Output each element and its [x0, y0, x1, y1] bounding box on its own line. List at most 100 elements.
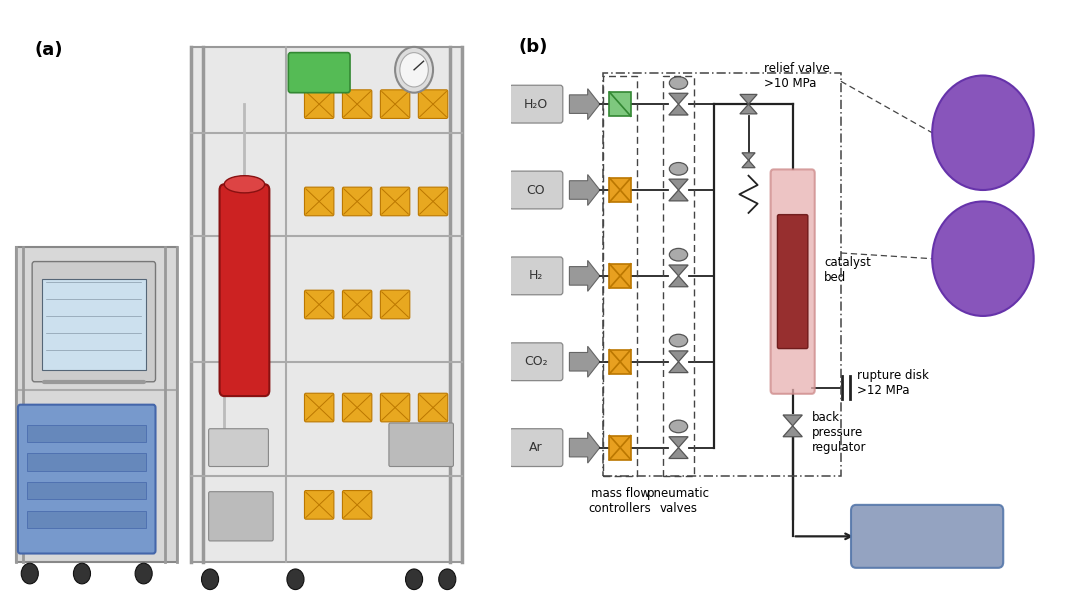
Polygon shape	[669, 276, 688, 287]
FancyBboxPatch shape	[27, 424, 146, 442]
Ellipse shape	[225, 175, 265, 193]
FancyBboxPatch shape	[32, 261, 156, 382]
FancyBboxPatch shape	[208, 429, 269, 466]
Polygon shape	[569, 261, 599, 291]
FancyBboxPatch shape	[342, 187, 372, 216]
Text: relief valve
>10 MPa: relief valve >10 MPa	[764, 62, 829, 90]
Text: H₂: H₂	[529, 269, 543, 283]
FancyBboxPatch shape	[15, 247, 177, 562]
Polygon shape	[569, 432, 599, 463]
Polygon shape	[669, 179, 688, 190]
FancyBboxPatch shape	[305, 393, 334, 422]
FancyBboxPatch shape	[510, 429, 563, 466]
FancyBboxPatch shape	[342, 290, 372, 319]
Text: H₂O: H₂O	[524, 97, 548, 111]
Text: (a): (a)	[35, 41, 63, 59]
Polygon shape	[740, 94, 757, 104]
Polygon shape	[669, 190, 688, 201]
FancyBboxPatch shape	[778, 214, 808, 348]
FancyBboxPatch shape	[851, 505, 1003, 568]
Polygon shape	[669, 265, 688, 276]
Bar	[663, 76, 693, 476]
Text: CO₂: CO₂	[524, 355, 548, 368]
FancyBboxPatch shape	[42, 279, 146, 370]
Polygon shape	[569, 347, 599, 377]
Circle shape	[73, 563, 91, 584]
Text: catalyst
bed: catalyst bed	[824, 256, 870, 284]
FancyBboxPatch shape	[305, 290, 334, 319]
Bar	[603, 72, 841, 476]
Bar	[609, 178, 631, 202]
Text: mass flow
controllers: mass flow controllers	[589, 487, 651, 515]
Text: back
pressure
regulator: back pressure regulator	[812, 411, 866, 454]
FancyBboxPatch shape	[27, 510, 146, 528]
FancyBboxPatch shape	[288, 52, 350, 93]
Text: (b): (b)	[518, 38, 548, 56]
Polygon shape	[742, 160, 755, 167]
FancyBboxPatch shape	[510, 171, 563, 209]
Bar	[609, 264, 631, 288]
Ellipse shape	[670, 163, 688, 175]
Circle shape	[395, 47, 433, 93]
FancyBboxPatch shape	[418, 393, 448, 422]
FancyBboxPatch shape	[380, 393, 409, 422]
Polygon shape	[740, 104, 757, 114]
Polygon shape	[742, 153, 755, 160]
FancyBboxPatch shape	[305, 490, 334, 519]
Circle shape	[287, 569, 303, 590]
FancyBboxPatch shape	[305, 90, 334, 118]
Circle shape	[932, 202, 1034, 316]
Circle shape	[438, 569, 456, 590]
Ellipse shape	[670, 420, 688, 433]
FancyBboxPatch shape	[418, 90, 448, 118]
Polygon shape	[669, 104, 688, 115]
FancyBboxPatch shape	[191, 47, 461, 562]
Circle shape	[405, 569, 422, 590]
FancyBboxPatch shape	[771, 169, 814, 394]
FancyBboxPatch shape	[510, 257, 563, 295]
Text: Ar: Ar	[529, 441, 543, 454]
Polygon shape	[669, 93, 688, 104]
Circle shape	[400, 52, 429, 87]
FancyBboxPatch shape	[380, 290, 409, 319]
Polygon shape	[783, 426, 802, 437]
FancyBboxPatch shape	[305, 187, 334, 216]
FancyBboxPatch shape	[342, 393, 372, 422]
Circle shape	[202, 569, 218, 590]
Circle shape	[22, 563, 38, 584]
Polygon shape	[669, 351, 688, 362]
FancyBboxPatch shape	[27, 453, 146, 471]
Ellipse shape	[670, 248, 688, 261]
FancyBboxPatch shape	[389, 423, 454, 466]
Text: rupture disk
>12 MPa: rupture disk >12 MPa	[858, 369, 929, 397]
FancyBboxPatch shape	[18, 404, 156, 554]
Text: CO: CO	[527, 183, 545, 197]
Polygon shape	[569, 175, 599, 205]
FancyBboxPatch shape	[380, 187, 409, 216]
FancyBboxPatch shape	[342, 90, 372, 118]
Polygon shape	[669, 362, 688, 373]
Text: T and P
mon​itor​ing: T and P mon​itor​ing	[945, 245, 1022, 273]
Circle shape	[135, 563, 152, 584]
Polygon shape	[569, 89, 599, 119]
FancyBboxPatch shape	[510, 85, 563, 123]
Polygon shape	[783, 415, 802, 426]
Text: gas
chromatograph: gas chromatograph	[873, 523, 981, 551]
FancyBboxPatch shape	[510, 343, 563, 381]
Ellipse shape	[670, 77, 688, 90]
Bar	[609, 435, 631, 460]
Text: CO and H₂
sen​sors: CO and H₂ sen​sors	[947, 119, 1018, 147]
FancyBboxPatch shape	[27, 482, 146, 499]
FancyBboxPatch shape	[418, 187, 448, 216]
FancyBboxPatch shape	[380, 90, 409, 118]
Bar	[603, 76, 637, 476]
Polygon shape	[669, 448, 688, 459]
Ellipse shape	[670, 334, 688, 347]
Circle shape	[932, 76, 1034, 190]
FancyBboxPatch shape	[219, 185, 269, 396]
FancyBboxPatch shape	[208, 491, 273, 541]
FancyBboxPatch shape	[342, 490, 372, 519]
Bar	[609, 350, 631, 374]
Polygon shape	[669, 437, 688, 448]
Bar	[609, 92, 631, 116]
